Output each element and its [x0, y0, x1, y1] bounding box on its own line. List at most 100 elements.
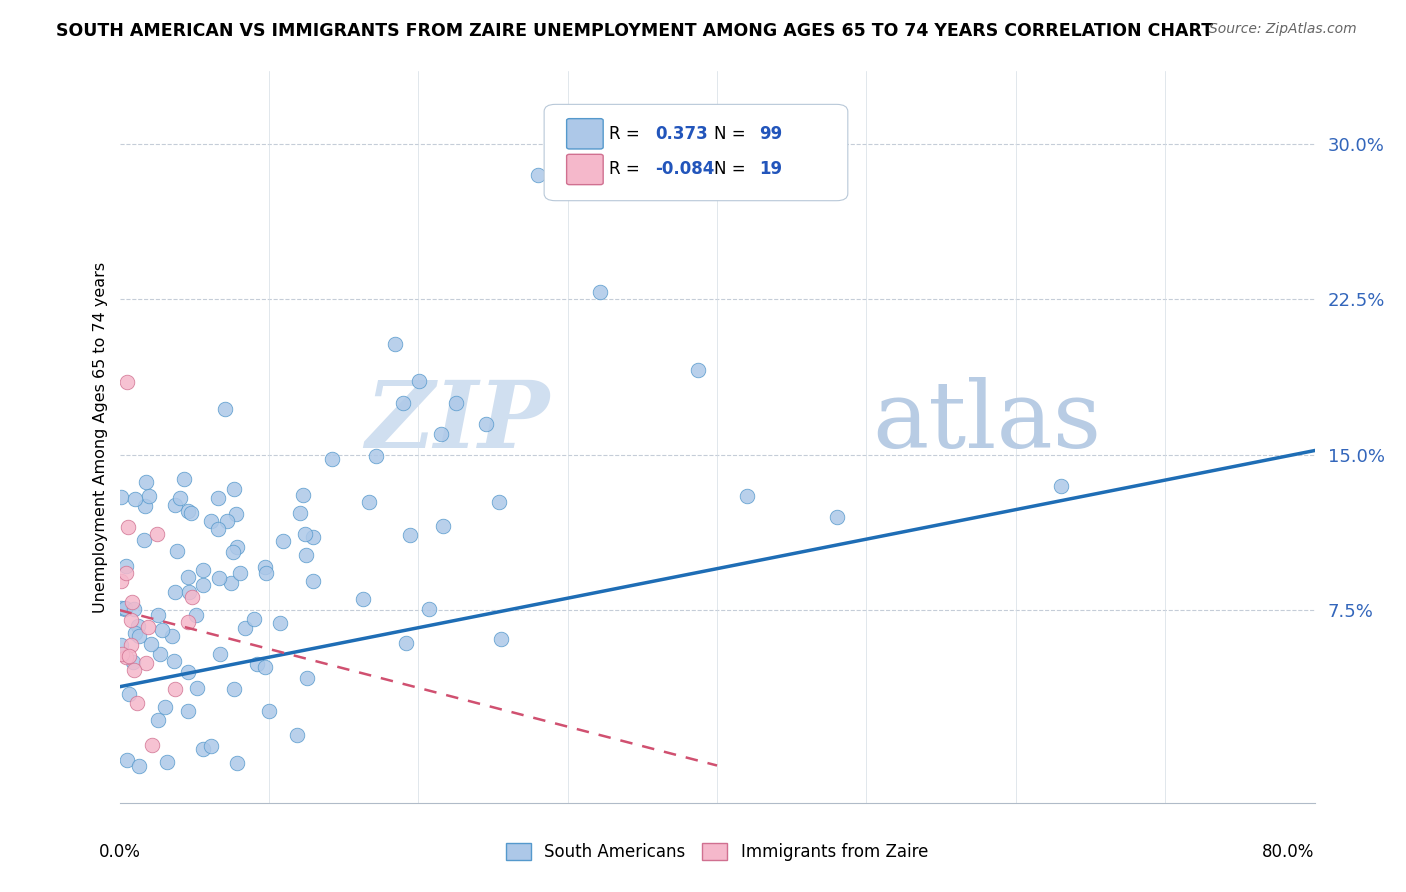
- Point: [207, 523, 229, 537]
- Point: [825, 509, 848, 524]
- Point: [153, 699, 176, 714]
- Point: [163, 585, 186, 599]
- Point: [224, 482, 246, 496]
- Point: [121, 595, 143, 609]
- Point: [269, 615, 291, 630]
- Point: [165, 682, 187, 697]
- Text: 0.373: 0.373: [655, 125, 709, 143]
- Text: N =: N =: [714, 125, 745, 143]
- Point: [180, 590, 202, 604]
- Point: [146, 526, 169, 541]
- Point: [384, 337, 406, 351]
- Point: [527, 168, 550, 182]
- Point: [115, 375, 138, 389]
- Point: [146, 607, 169, 622]
- Point: [488, 495, 510, 509]
- Point: [177, 665, 200, 680]
- Point: [254, 566, 277, 581]
- Point: [474, 417, 496, 431]
- Point: [200, 739, 222, 754]
- Point: [118, 649, 141, 664]
- Point: [214, 402, 236, 417]
- Point: [285, 728, 308, 742]
- Point: [110, 647, 132, 661]
- Point: [110, 638, 132, 652]
- Point: [686, 363, 709, 377]
- Point: [225, 540, 247, 554]
- Point: [122, 655, 145, 669]
- Point: [169, 491, 191, 505]
- Point: [399, 528, 422, 542]
- Point: [352, 591, 374, 606]
- Point: [222, 681, 245, 696]
- Point: [225, 507, 247, 521]
- Point: [184, 608, 207, 623]
- Point: [191, 742, 214, 756]
- Point: [418, 602, 440, 616]
- Point: [489, 632, 512, 646]
- Point: [110, 574, 132, 588]
- Legend: South Americans, Immigrants from Zaire: South Americans, Immigrants from Zaire: [499, 836, 935, 868]
- Point: [115, 752, 138, 766]
- Point: [295, 549, 318, 563]
- Point: [1049, 479, 1071, 493]
- Point: [395, 636, 418, 650]
- Text: 99: 99: [759, 125, 783, 143]
- Point: [290, 506, 312, 520]
- Point: [135, 475, 157, 490]
- Point: [166, 543, 188, 558]
- Point: [127, 619, 149, 633]
- Point: [120, 638, 142, 652]
- Point: [110, 490, 132, 504]
- Point: [177, 704, 200, 718]
- Point: [228, 566, 250, 580]
- Point: [735, 489, 758, 503]
- Point: [115, 559, 138, 574]
- Point: [128, 758, 150, 772]
- Point: [163, 654, 186, 668]
- Point: [117, 520, 139, 534]
- Point: [122, 602, 145, 616]
- Point: [208, 571, 231, 585]
- Point: [120, 613, 142, 627]
- Point: [110, 601, 132, 615]
- Point: [295, 671, 318, 685]
- Point: [219, 576, 242, 591]
- Point: [173, 472, 195, 486]
- Point: [294, 527, 316, 541]
- Point: [208, 648, 231, 662]
- Point: [254, 560, 277, 574]
- Point: [138, 489, 160, 503]
- Point: [163, 499, 186, 513]
- Point: [115, 566, 138, 580]
- Text: R =: R =: [609, 161, 640, 178]
- Text: Source: ZipAtlas.com: Source: ZipAtlas.com: [1209, 22, 1357, 37]
- Point: [134, 499, 156, 513]
- Text: 80.0%: 80.0%: [1263, 843, 1315, 861]
- Text: R =: R =: [609, 125, 640, 143]
- Point: [162, 629, 184, 643]
- Point: [122, 663, 145, 677]
- Text: 19: 19: [759, 161, 782, 178]
- Point: [444, 396, 467, 410]
- Point: [156, 755, 179, 769]
- Text: 0.0%: 0.0%: [98, 843, 141, 861]
- Point: [302, 574, 325, 588]
- Point: [124, 625, 146, 640]
- Point: [364, 450, 387, 464]
- Point: [588, 285, 610, 299]
- Point: [392, 396, 415, 410]
- Point: [222, 545, 245, 559]
- Point: [191, 577, 214, 591]
- Point: [148, 713, 170, 727]
- Point: [135, 656, 157, 670]
- Point: [177, 570, 200, 584]
- Point: [246, 657, 269, 671]
- Point: [429, 427, 451, 442]
- Point: [217, 514, 239, 528]
- Point: [207, 491, 229, 505]
- Point: [191, 564, 214, 578]
- Y-axis label: Unemployment Among Ages 65 to 74 years: Unemployment Among Ages 65 to 74 years: [93, 261, 108, 613]
- Text: N =: N =: [714, 161, 745, 178]
- Point: [132, 533, 155, 548]
